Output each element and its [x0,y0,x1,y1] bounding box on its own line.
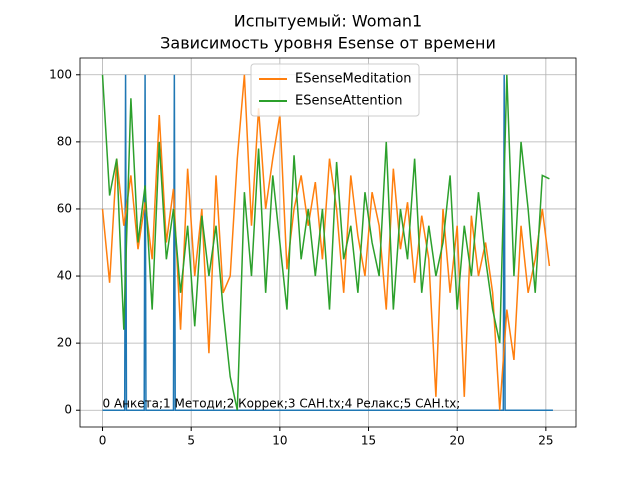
y-tick-label: 0 [64,403,72,417]
legend-box [250,63,420,117]
axes-frame [79,57,577,428]
x-tick-label: 5 [187,434,195,448]
y-tick-label: 20 [57,336,72,350]
annotation: 0 Анкета;1 Методи;2 Коррек;3 САН.tx;4 Ре… [103,397,461,411]
x-tick-label: 10 [272,434,287,448]
x-tick-label: 20 [450,434,465,448]
chart-title: Испытуемый: Woman1 [234,12,422,31]
data-line [101,74,550,411]
y-tick-label: 80 [57,134,72,148]
x-tick-label: 25 [538,434,553,448]
legend: ESenseMeditation ESenseAttention [250,63,420,117]
legend-label: ESenseAttention [295,94,402,109]
data-line [102,74,553,411]
y-tick-label: 60 [57,201,72,215]
x-tick-label: 0 [99,434,107,448]
legend-label: ESenseMeditation [295,72,412,87]
x-tick-label: 15 [361,434,376,448]
y-tick-label: 40 [57,269,72,283]
y-tick-label: 100 [49,67,72,81]
data-line [101,74,551,411]
chart-subtitle: Зависимость уровня Esense от времени [160,34,496,53]
